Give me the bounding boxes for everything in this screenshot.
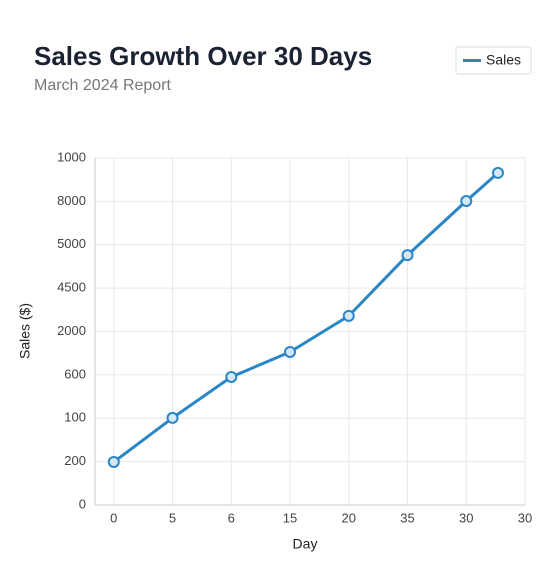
y-tick-label: 2000 [57, 323, 86, 338]
y-tick-label: 8000 [57, 193, 86, 208]
chart-title: Sales Growth Over 30 Days [34, 41, 372, 71]
x-tick-label: 6 [228, 510, 235, 525]
data-point [225, 370, 238, 383]
data-point [401, 249, 414, 262]
chart-subtitle: March 2024 Report [34, 77, 172, 94]
x-tick-label: 35 [400, 510, 414, 525]
x-tick-label: 15 [283, 510, 297, 525]
y-tick-label: 4500 [57, 280, 86, 295]
y-tick-label: 200 [64, 453, 86, 468]
x-axis-label: Day [293, 536, 318, 552]
data-point [107, 455, 120, 468]
series-line [112, 171, 499, 464]
x-tick-label: 0 [110, 510, 117, 525]
data-point [284, 345, 297, 358]
y-tick-label: 600 [64, 366, 86, 381]
data-point [166, 411, 179, 424]
x-tick-label: 30 [459, 510, 473, 525]
y-tick-label: 1000 [57, 149, 86, 164]
x-tick-label: 5 [169, 510, 176, 525]
x-tick-label: 30 [518, 510, 532, 525]
legend-label: Sales [486, 52, 521, 68]
data-point [460, 195, 473, 208]
x-tick-label: 20 [342, 510, 356, 525]
y-axis-label: Sales ($) [17, 303, 33, 359]
y-tick-label: 100 [64, 410, 86, 425]
data-point [342, 309, 355, 322]
y-tick-label: 5000 [57, 236, 86, 251]
legend-box [455, 46, 532, 75]
data-point [491, 166, 504, 179]
y-tick-label: 0 [79, 496, 86, 511]
